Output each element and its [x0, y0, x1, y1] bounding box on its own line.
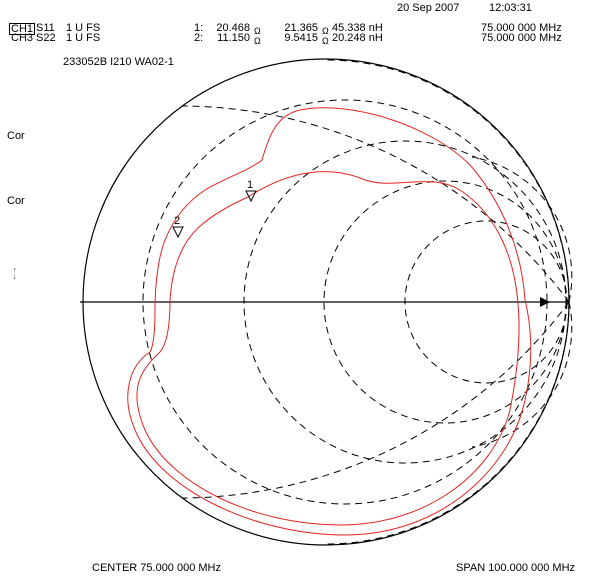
marker-1-frequency: 75.000 000 MHz: [481, 22, 562, 34]
marker-1-inductance: 45.338 nH: [332, 22, 383, 34]
marker-2-frequency: 75.000 000 MHz: [481, 32, 562, 44]
channel-1-label[interactable]: CH1: [9, 23, 36, 35]
marker-2-ohm-symbol-r: Ω: [322, 26, 329, 36]
trace-s22: [136, 171, 520, 526]
reactance-arc-x0.5-upper: [182, 105, 570, 303]
reactance-arc-x0.5-lower: [182, 301, 570, 499]
reactance-arc-x2-lower: [471, 301, 573, 448]
admittance-arc-upper: [82, 59, 570, 303]
time-label: 12:03:31: [489, 2, 532, 14]
reactance-arc-x2-upper: [471, 156, 573, 303]
marker-2-label: 2: [174, 215, 180, 227]
channel-1-param: S11: [36, 22, 55, 34]
marker-arrow-icons: [540, 297, 550, 307]
device-label: 233052B I210 WA02-1: [63, 56, 174, 68]
marker-1-icon: [245, 190, 257, 203]
marker-1-resistance: 20.468: [216, 22, 250, 34]
marker-2-id: 2:: [194, 32, 204, 44]
channel-1-scale: 1 U FS: [66, 22, 101, 34]
marker-2-icon: [172, 226, 184, 239]
channel-3-param: S22: [36, 32, 56, 44]
scroll-arrows-icon: ↑ ↓: [13, 267, 17, 281]
marker-1-reactance: 21.365: [284, 22, 318, 34]
correction-label-2: Cor: [7, 195, 25, 207]
marker-2-ohm-symbol: Ω: [254, 36, 261, 46]
marker-1-label: 1: [247, 179, 253, 191]
marker-2-resistance: 11.150: [217, 32, 250, 44]
reactance-arc-x1-upper: [325, 59, 570, 303]
marker-1-ohm-symbol: Ω: [254, 26, 261, 36]
channel-3-label[interactable]: CH3: [11, 32, 34, 44]
date-label: 20 Sep 2007: [397, 2, 460, 14]
channel-3-scale: 1 U FS: [66, 32, 101, 44]
trace-s11: [127, 107, 532, 536]
span-frequency: SPAN 100.000 000 MHz: [456, 562, 576, 574]
marker-1-id: 1:: [194, 22, 204, 34]
marker-2-ohm-symbol-x: Ω: [322, 36, 329, 46]
center-frequency: CENTER 75.000 000 MHz: [92, 562, 221, 574]
correction-label-1: Cor: [7, 130, 25, 142]
marker-2-inductance: 20.248 nH: [332, 32, 383, 44]
marker-2-reactance: 9.5415: [284, 32, 318, 44]
reactance-arc-x1-lower: [325, 301, 570, 545]
